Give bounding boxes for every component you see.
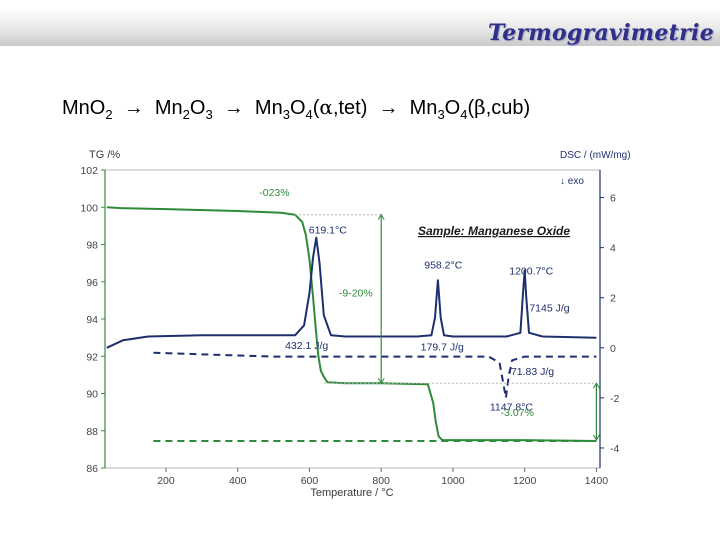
series-line-dsc-heating: [106, 236, 597, 349]
x-tick-label: 1400: [585, 475, 609, 487]
annotation-label: 958.2°C: [424, 260, 462, 272]
annotation-label: 179.7 J/g: [421, 342, 464, 354]
x-axis-label: Temperature / °C: [310, 487, 393, 499]
x-tick-label: 800: [372, 475, 390, 487]
chart-title: Sample: Manganese Oxide: [418, 224, 570, 238]
title-bar: Termogravimetrie: [0, 8, 720, 46]
y-right-tick-label: -4: [610, 443, 619, 455]
annotation-label: 1200.7°C: [509, 265, 553, 277]
arrow-1: →: [123, 97, 144, 119]
y-right-tick-label: -2: [610, 393, 619, 405]
y-right-tick-label: 2: [610, 293, 616, 305]
y-left-tick-label: 98: [86, 240, 98, 252]
x-tick-label: 1000: [441, 475, 465, 487]
right-axis-label: DSC / (mW/mg): [560, 150, 631, 161]
annotation-label: 432.1 J/g: [285, 340, 328, 352]
arrow-3: →: [378, 97, 399, 119]
tg-step-arrow-1-head-top: [377, 213, 385, 220]
tg-step-arrow-2-head-bottom: [592, 434, 600, 442]
series-layer: [106, 206, 597, 442]
species-mn2o3: Mn2O3: [154, 97, 213, 122]
y-left-tick-label: 96: [86, 277, 98, 289]
reaction-equation: MnO2 → Mn2O3 → Mn3O4(α,tet) → Mn3O4(β,cu…: [62, 95, 530, 122]
x-tick-label: 200: [157, 475, 175, 487]
x-tick-label: 400: [229, 475, 247, 487]
series-line-tg: [106, 206, 597, 442]
annotation-label: 619.1°C: [309, 224, 347, 236]
species-mno2: MnO2: [62, 97, 113, 122]
slide-title: Termogravimetrie: [488, 20, 714, 46]
tg-step-arrow-1-head-bottom: [377, 377, 385, 385]
y-left-tick-label: 102: [80, 165, 98, 177]
series-line-dsc-cooling: [153, 351, 597, 399]
y-left-tick-label: 88: [86, 426, 98, 438]
x-tick-label: 1200: [513, 475, 537, 487]
annotation-layer: -023% 619.1°C 958.2°C 1200.7°C 7145 J/g -9-20…: [259, 187, 600, 442]
y-left-tick-label: 86: [86, 463, 98, 475]
y-left-tick-label: 100: [80, 202, 98, 214]
left-axis-label: TG /%: [89, 149, 120, 161]
annotation-label: -023%: [259, 187, 289, 199]
species-mn3o4-cub: Mn3O4(β,cub): [409, 95, 531, 122]
tg-dsc-chart: 200 400 600 800 1000 1200 14008688909294969810…: [80, 149, 631, 499]
y-right-tick-label: 4: [610, 243, 616, 255]
annotation-label: -3.07%: [501, 407, 534, 419]
y-right-tick-label: 0: [610, 343, 616, 355]
tg-step-arrow-2-head-top: [592, 382, 600, 389]
species-mn3o4-tet: Mn3O4(α,tet): [254, 95, 368, 122]
x-tick-label: 600: [301, 475, 319, 487]
annotation-label: -71.83 J/g: [507, 366, 554, 378]
arrow-2: →: [223, 97, 244, 119]
y-left-tick-label: 92: [86, 351, 98, 363]
exo-label: ↓ exo: [560, 176, 584, 187]
y-left-tick-label: 90: [86, 389, 98, 401]
y-left-tick-label: 94: [86, 314, 98, 326]
y-right-tick-label: 6: [610, 193, 616, 205]
ticks-layer: 200 400 600 800 1000 1200 14008688909294969810…: [80, 165, 619, 487]
annotation-label: 7145 J/g: [529, 303, 569, 315]
annotation-label: -9-20%: [339, 288, 373, 300]
annotation-label: 1147.8°C: [490, 401, 534, 413]
